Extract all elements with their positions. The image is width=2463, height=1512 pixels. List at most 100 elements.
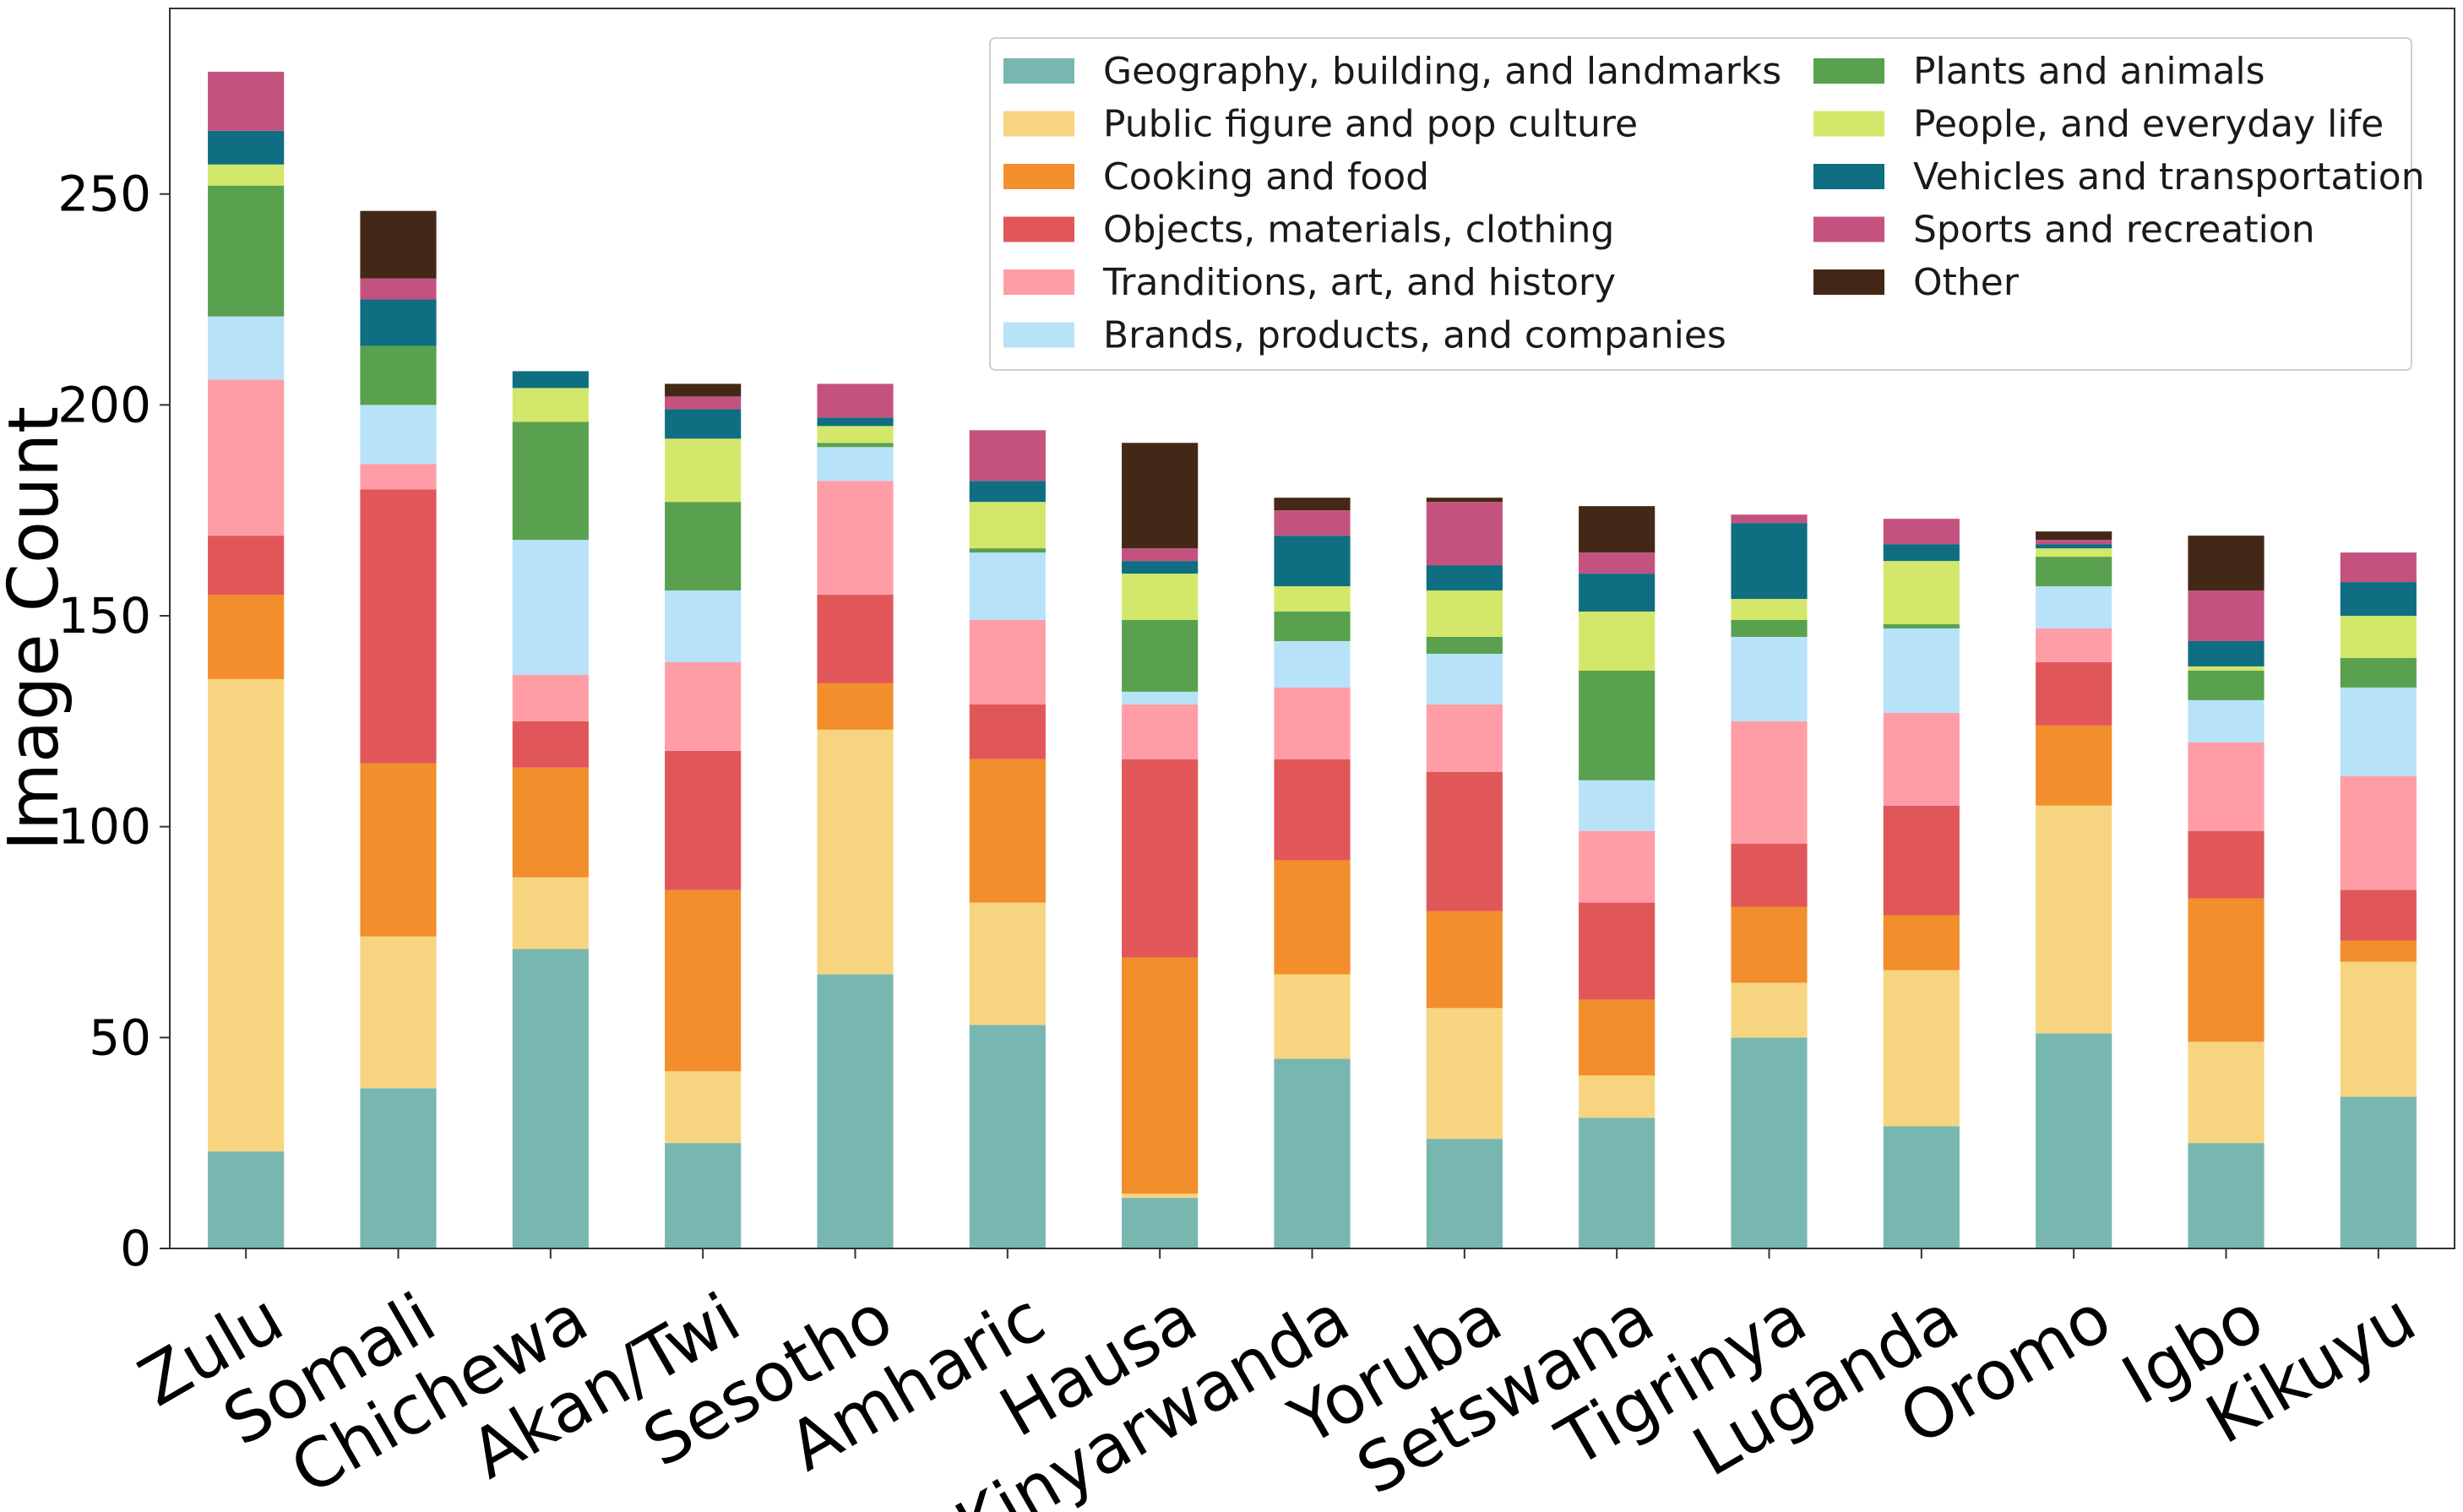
bar-segment-akan-twi-s5	[665, 590, 742, 662]
bar-segment-igbo-s6	[2188, 670, 2265, 700]
bar-segment-oromo-s7	[2036, 548, 2112, 557]
legend-swatch-1	[1003, 111, 1074, 137]
bar-segment-tigrinya-s0	[1731, 1037, 1808, 1248]
bar-segment-somali-s4	[360, 464, 437, 490]
bar-segment-igbo-s7	[2188, 666, 2265, 671]
bar-segment-chichewa-s6	[512, 422, 589, 541]
bar-segment-yoruba-s3	[1426, 771, 1503, 911]
legend-swatch-0	[1003, 58, 1074, 84]
legend-label-10: Other	[1913, 261, 2020, 304]
bar-segment-akan-twi-s0	[665, 1143, 742, 1248]
bar-segment-setswana-s10	[1579, 506, 1656, 553]
bar-segment-yoruba-s5	[1426, 653, 1503, 704]
bar-segment-luganda-s3	[1883, 805, 1960, 916]
bar-segment-oromo-s2	[2036, 725, 2112, 806]
bar-segment-amharic-s0	[969, 1025, 1046, 1248]
bar-segment-yoruba-s8	[1426, 565, 1503, 591]
legend-swatch-3	[1003, 216, 1074, 242]
y-tick-label-200: 200	[57, 376, 151, 433]
bar-segment-sesotho-s7	[817, 426, 894, 443]
bar-segment-luganda-s5	[1883, 628, 1960, 713]
bar-segment-kinyarwanda-s4	[1274, 687, 1351, 759]
bar-segment-yoruba-s7	[1426, 590, 1503, 637]
legend-label-7: People, and everyday life	[1913, 103, 2384, 146]
bar-segment-somali-s3	[360, 489, 437, 764]
bar-segment-tigrinya-s9	[1731, 514, 1808, 524]
bar-segment-somali-s2	[360, 763, 437, 937]
bar-segment-yoruba-s10	[1426, 498, 1503, 503]
bar-segment-amharic-s2	[969, 759, 1046, 903]
bar-segment-hausa-s2	[1122, 957, 1199, 1194]
legend-swatch-7	[1813, 111, 1884, 137]
legend-label-6: Plants and animals	[1913, 50, 2265, 93]
bar-segment-somali-s6	[360, 345, 437, 405]
bar-segment-akan-twi-s7	[665, 438, 742, 503]
bar-segment-yoruba-s0	[1426, 1139, 1503, 1248]
legend: Geography, building, and landmarks Public…	[989, 37, 2425, 371]
bar-segment-igbo-s9	[2188, 590, 2265, 641]
bar-segment-amharic-s6	[969, 548, 1046, 553]
bar-segment-chichewa-s1	[512, 877, 589, 949]
bar-segment-setswana-s1	[1579, 1075, 1656, 1118]
bar-segment-oromo-s6	[2036, 557, 2112, 587]
bar-segment-yoruba-s2	[1426, 911, 1503, 1009]
bar-segment-amharic-s1	[969, 902, 1046, 1025]
bar-segment-akan-twi-s1	[665, 1071, 742, 1144]
legend-label-1: Public figure and pop culture	[1103, 103, 1638, 146]
bar-segment-akan-twi-s3	[665, 750, 742, 890]
bar-segment-zulu-s9	[208, 71, 285, 131]
bar-segment-akan-twi-s4	[665, 661, 742, 751]
bar-segment-luganda-s6	[1883, 624, 1960, 628]
bar-segment-yoruba-s9	[1426, 502, 1503, 566]
legend-label-3: Objects, materials, clothing	[1103, 209, 1614, 252]
bar-segment-kinyarwanda-s6	[1274, 612, 1351, 641]
legend-swatch-5	[1003, 322, 1074, 348]
y-tick-label-50: 50	[89, 1009, 151, 1066]
bar-segment-hausa-s3	[1122, 759, 1199, 958]
bar-segment-sesotho-s9	[817, 383, 894, 418]
bar-segment-kinyarwanda-s3	[1274, 759, 1351, 861]
bar-segment-tigrinya-s3	[1731, 843, 1808, 907]
bar-segment-igbo-s5	[2188, 699, 2265, 742]
bar-segment-zulu-s6	[208, 185, 285, 317]
x-axis-ticks: ZuluSomaliChichewaAkan/TwiSesothoAmharic…	[126, 1248, 2428, 1512]
legend-swatch-8	[1813, 164, 1884, 189]
bar-segment-somali-s5	[360, 405, 437, 465]
bar-segment-chichewa-s8	[512, 371, 589, 389]
bar-segments	[208, 71, 2417, 1248]
bar-segment-oromo-s10	[2036, 531, 2112, 541]
bar-segment-kinyarwanda-s0	[1274, 1058, 1351, 1248]
legend-swatch-4	[1003, 269, 1074, 295]
y-tick-label-150: 150	[57, 587, 151, 645]
bar-segment-kinyarwanda-s2	[1274, 860, 1351, 975]
legend-swatch-9	[1813, 216, 1884, 242]
legend-label-0: Geography, building, and landmarks	[1103, 50, 1781, 93]
bar-segment-luganda-s2	[1883, 915, 1960, 971]
bar-segment-sesotho-s1	[817, 729, 894, 975]
bar-segment-setswana-s7	[1579, 612, 1656, 671]
bar-segment-akan-twi-s8	[665, 409, 742, 439]
bar-segment-amharic-s4	[969, 620, 1046, 704]
bar-segment-kinyarwanda-s7	[1274, 586, 1351, 612]
bar-segment-hausa-s1	[1122, 1194, 1199, 1199]
bar-segment-setswana-s3	[1579, 902, 1656, 1000]
bar-segment-oromo-s4	[2036, 628, 2112, 662]
bar-segment-amharic-s8	[969, 481, 1046, 503]
bar-segment-kinyarwanda-s9	[1274, 510, 1351, 536]
bar-segment-zulu-s4	[208, 379, 285, 536]
bar-segment-igbo-s1	[2188, 1042, 2265, 1144]
bar-segment-igbo-s8	[2188, 640, 2265, 666]
legend-label-4: Tranditions, art, and history	[1102, 261, 1616, 304]
bar-segment-igbo-s4	[2188, 742, 2265, 831]
bar-segment-somali-s8	[360, 299, 437, 346]
bar-segment-setswana-s9	[1579, 552, 1656, 574]
bar-segment-zulu-s8	[208, 130, 285, 165]
bar-segment-hausa-s0	[1122, 1198, 1199, 1248]
bar-segment-luganda-s4	[1883, 712, 1960, 806]
bar-segment-zulu-s5	[208, 316, 285, 380]
bar-segment-sesotho-s6	[817, 443, 894, 448]
bar-segment-kikuyu-s4	[2340, 775, 2417, 890]
bar-segment-oromo-s3	[2036, 661, 2112, 726]
bar-segment-luganda-s1	[1883, 970, 1960, 1127]
